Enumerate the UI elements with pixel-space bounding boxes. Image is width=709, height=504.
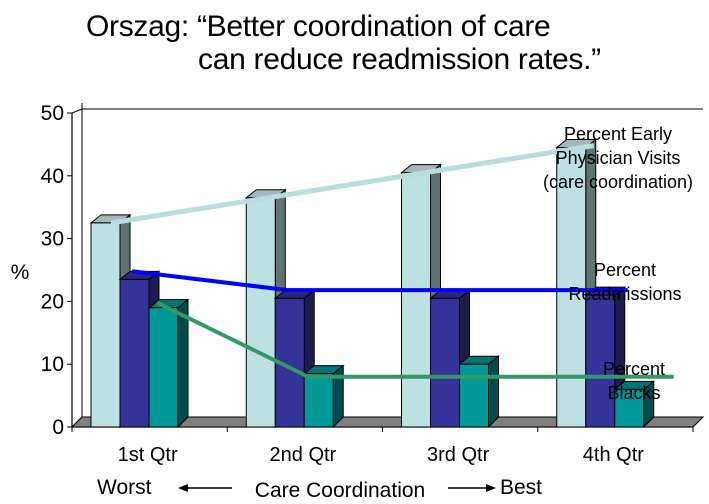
axis-top-bevel	[71, 108, 83, 114]
series-label-blacks: Percent	[603, 359, 665, 379]
x-tick-label: 1st Qtr	[118, 444, 178, 466]
y-tick-label: 30	[41, 228, 64, 251]
series-label-early-visits: (care coordination)	[543, 172, 693, 192]
trend-line-readmissions	[131, 269, 628, 293]
arrow-left-icon	[178, 484, 188, 492]
slide-title-line-2: can reduce readmission rates.”	[198, 43, 601, 76]
trend-line-early-visits	[110, 143, 595, 226]
back-wall-left-edge	[71, 103, 83, 428]
bar-2-3	[614, 388, 645, 428]
bar-side	[488, 355, 499, 429]
annotation-worst: Worst	[97, 476, 152, 499]
bar-2-0	[148, 307, 179, 428]
y-axis-label: %	[11, 261, 30, 284]
y-tick-label: 0	[52, 416, 64, 439]
y-tick-label: 10	[41, 353, 64, 376]
trend-line-blacks	[156, 300, 674, 379]
bar-2-2	[459, 363, 489, 428]
bar-0-1	[245, 197, 276, 428]
bar-0-0	[90, 222, 121, 428]
slide-title-line-1: Orszag: “Better coordination of care	[86, 10, 551, 43]
y-tick-label: 40	[41, 165, 64, 188]
bar-1-2	[430, 297, 460, 428]
series-label-blacks: Blacks	[607, 383, 660, 403]
bar-1-3	[585, 294, 616, 428]
x-tick-label: 3rd Qtr	[427, 444, 490, 466]
bar-1-0	[119, 278, 150, 428]
bar-0-2	[401, 172, 431, 428]
annotation-best: Best	[500, 476, 542, 499]
bar-2-1	[303, 373, 334, 428]
x-tick-label: 2nd Qtr	[270, 444, 337, 466]
y-tick-label: 20	[41, 290, 64, 313]
x-tick-label: 4th Qtr	[583, 444, 644, 466]
annotation-care-coordination: Care Coordination	[255, 479, 425, 502]
series-label-early-visits: Percent Early	[564, 124, 672, 144]
series-label-early-visits: Physician Visits	[556, 148, 681, 168]
arrow-right-icon	[486, 484, 496, 492]
series-label-readmissions: Percent	[594, 260, 656, 280]
bar-0-3	[556, 147, 587, 428]
series-label-readmissions: Readmissions	[568, 284, 681, 304]
y-tick-label: 50	[41, 102, 64, 125]
